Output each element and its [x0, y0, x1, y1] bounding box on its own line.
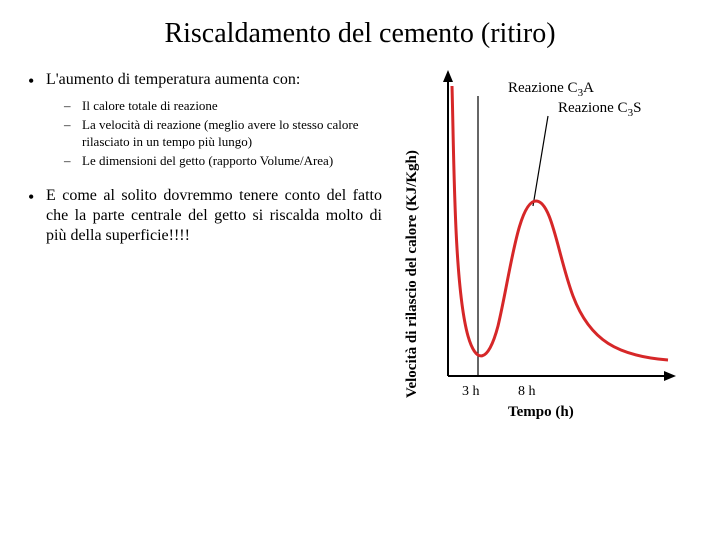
sub-text: Le dimensioni del getto (rapporto Volume… [82, 153, 382, 170]
annot-c3a: Reazione C3A [508, 80, 594, 99]
heat-curve [452, 86, 668, 360]
dash: – [64, 117, 82, 151]
annot-c3s: Reazione C3S [558, 100, 641, 119]
xtick-8h: 8 h [518, 384, 536, 400]
sub-item: – La velocità di reazione (meglio avere … [64, 117, 382, 151]
bullet-text: L'aumento di temperatura aumenta con: [46, 70, 382, 90]
bullet-dot: • [28, 70, 46, 90]
x-axis-label: Tempo (h) [508, 404, 574, 421]
annot-line-c3s [533, 116, 548, 206]
y-arrow [443, 70, 453, 82]
sub-text: La velocità di reazione (meglio avere lo… [82, 117, 382, 151]
x-arrow [664, 371, 676, 381]
bullet-2: • E come al solito dovremmo tenere conto… [28, 186, 382, 246]
xtick-3h: 3 h [462, 384, 480, 400]
dash: – [64, 98, 82, 115]
sub-text: Il calore totale di reazione [82, 98, 382, 115]
sub-item: – Il calore totale di reazione [64, 98, 382, 115]
text-column: • L'aumento di temperatura aumenta con: … [10, 58, 390, 438]
content-area: • L'aumento di temperatura aumenta con: … [0, 58, 720, 438]
bullet-dot: • [28, 186, 46, 246]
sublist-1: – Il calore totale di reazione – La velo… [64, 98, 382, 170]
bullet-1: • L'aumento di temperatura aumenta con: [28, 70, 382, 90]
dash: – [64, 153, 82, 170]
bullet-text: E come al solito dovremmo tenere conto d… [46, 186, 382, 246]
sub-item: – Le dimensioni del getto (rapporto Volu… [64, 153, 382, 170]
slide-title: Riscaldamento del cemento (ritiro) [0, 0, 720, 58]
chart-area: Velocità di rilascio del calore (KJ/Kgh)… [390, 58, 710, 438]
